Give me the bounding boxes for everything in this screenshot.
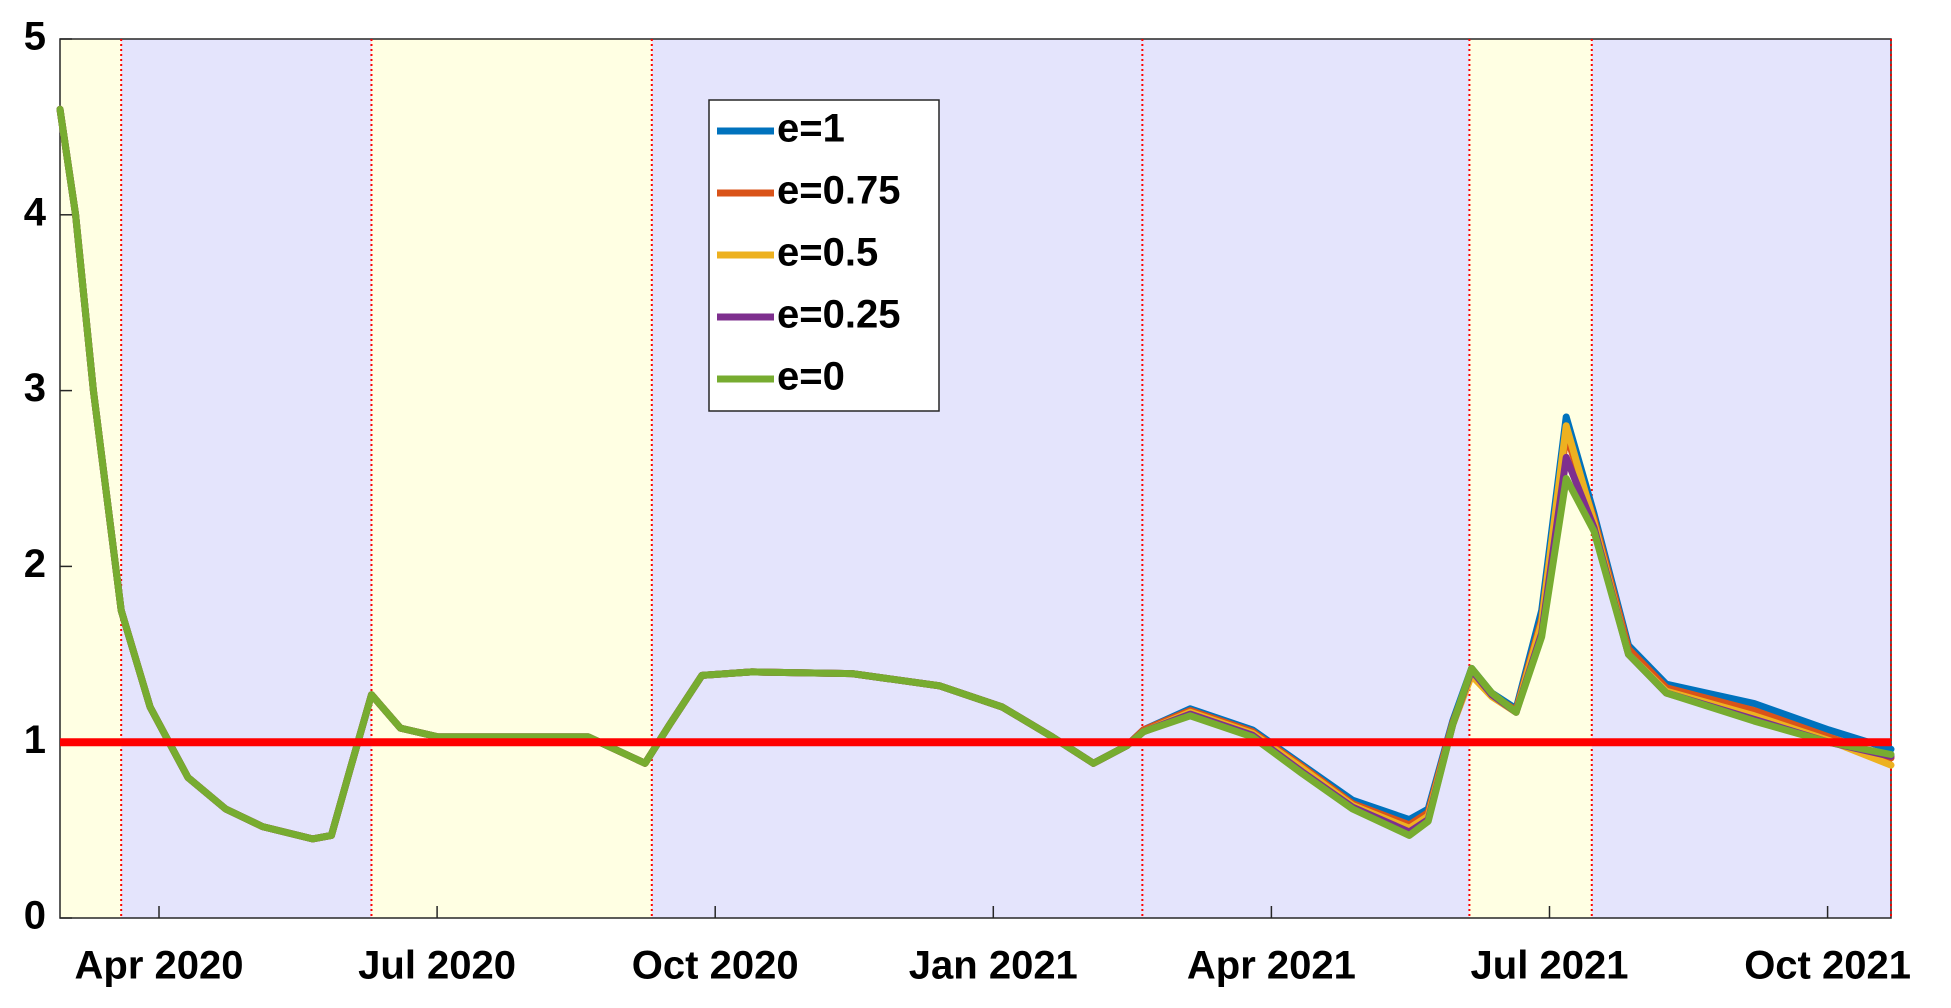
- y-tick-label: 3: [24, 366, 46, 410]
- phase-band: [1591, 39, 1891, 918]
- x-tick-label: Apr 2020: [75, 944, 244, 988]
- legend-label: e=1: [777, 107, 845, 151]
- x-tick-label: Apr 2021: [1187, 944, 1356, 988]
- phase-band: [371, 39, 652, 918]
- x-tick-label: Jan 2021: [909, 944, 1078, 988]
- x-tick-label: Oct 2020: [632, 944, 799, 988]
- x-tick-label: Jul 2020: [358, 944, 516, 988]
- y-tick-label: 4: [24, 190, 47, 234]
- y-tick-label: 2: [24, 542, 46, 586]
- x-tick-label: Jul 2021: [1471, 944, 1629, 988]
- y-tick-label: 1: [24, 718, 46, 762]
- series-line: [56, 105, 1895, 843]
- axes-box: [59, 38, 1892, 919]
- y-tick-label: 5: [24, 15, 46, 59]
- legend: e=1 e=0.75 e=0.5 e=0.25 e=0: [708, 99, 940, 412]
- y-tick-label: 0: [24, 894, 46, 938]
- legend-label: e=0.25: [777, 293, 900, 337]
- legend-label: e=0: [777, 355, 845, 399]
- x-tick-label: Oct 2021: [1744, 944, 1911, 988]
- legend-label: e=0.75: [777, 169, 900, 213]
- phase-band: [121, 39, 372, 918]
- legend-label: e=0.5: [777, 231, 878, 275]
